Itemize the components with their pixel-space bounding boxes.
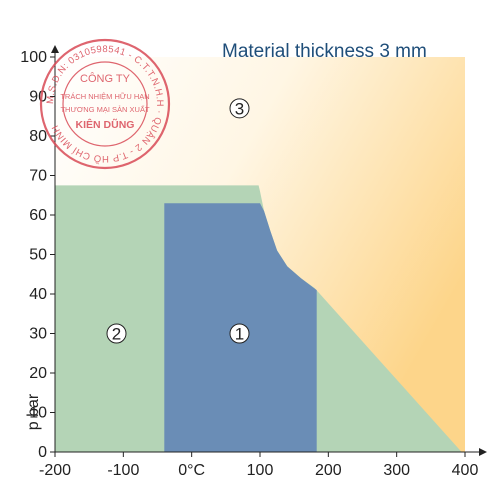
y-tick-label: 10 <box>29 405 47 422</box>
chart-axes: 0 10 20 30 40 50 60 70 80 90 100 -200 -100 0°C 100 200 3… <box>20 45 487 479</box>
x-axis-arrow <box>479 448 487 456</box>
x-tick-label: 300 <box>383 462 410 479</box>
stamp-line-3: THƯƠNG MẠI SẢN XUẤT <box>60 104 150 114</box>
y-axis-label: p bar <box>25 393 42 430</box>
y-tick-label: 50 <box>29 247 47 264</box>
y-tick-label: 20 <box>29 365 47 382</box>
y-tick-label: 100 <box>20 49 47 66</box>
y-tick-label: 80 <box>29 128 47 145</box>
x-tick-label: 400 <box>452 462 479 479</box>
chart-regions <box>55 57 465 452</box>
region-3-marker <box>229 98 250 119</box>
region-2-marker <box>106 323 127 344</box>
region-1-label: 1 <box>235 325 244 344</box>
region-1-marker <box>229 323 250 344</box>
y-tick-label: 0 <box>38 444 47 461</box>
x-tick-label: -100 <box>107 462 139 479</box>
stamp-line-1: CÔNG TY <box>80 72 131 85</box>
x-tick-label: 0°C <box>178 462 205 479</box>
chart-labels: 3 2 1 <box>106 98 250 344</box>
x-tick-label: 100 <box>247 462 274 479</box>
x-tick-label: 200 <box>315 462 342 479</box>
x-tick-label: -200 <box>39 462 71 479</box>
region-2-label: 2 <box>112 325 121 344</box>
stamp-line-2: TRÁCH NHIỆM HỮU HẠN <box>60 92 149 101</box>
y-axis-arrow <box>51 45 59 53</box>
y-tick-label: 60 <box>29 207 47 224</box>
chart-title: Material thickness 3 mm <box>222 41 427 62</box>
y-tick-label: 90 <box>29 89 47 106</box>
y-tick-label: 70 <box>29 168 47 185</box>
y-tick-label: 30 <box>29 326 47 343</box>
region-3-label: 3 <box>235 99 244 118</box>
y-tick-label: 40 <box>29 286 47 303</box>
stamp-line-4: KIÊN DŨNG <box>76 118 135 131</box>
